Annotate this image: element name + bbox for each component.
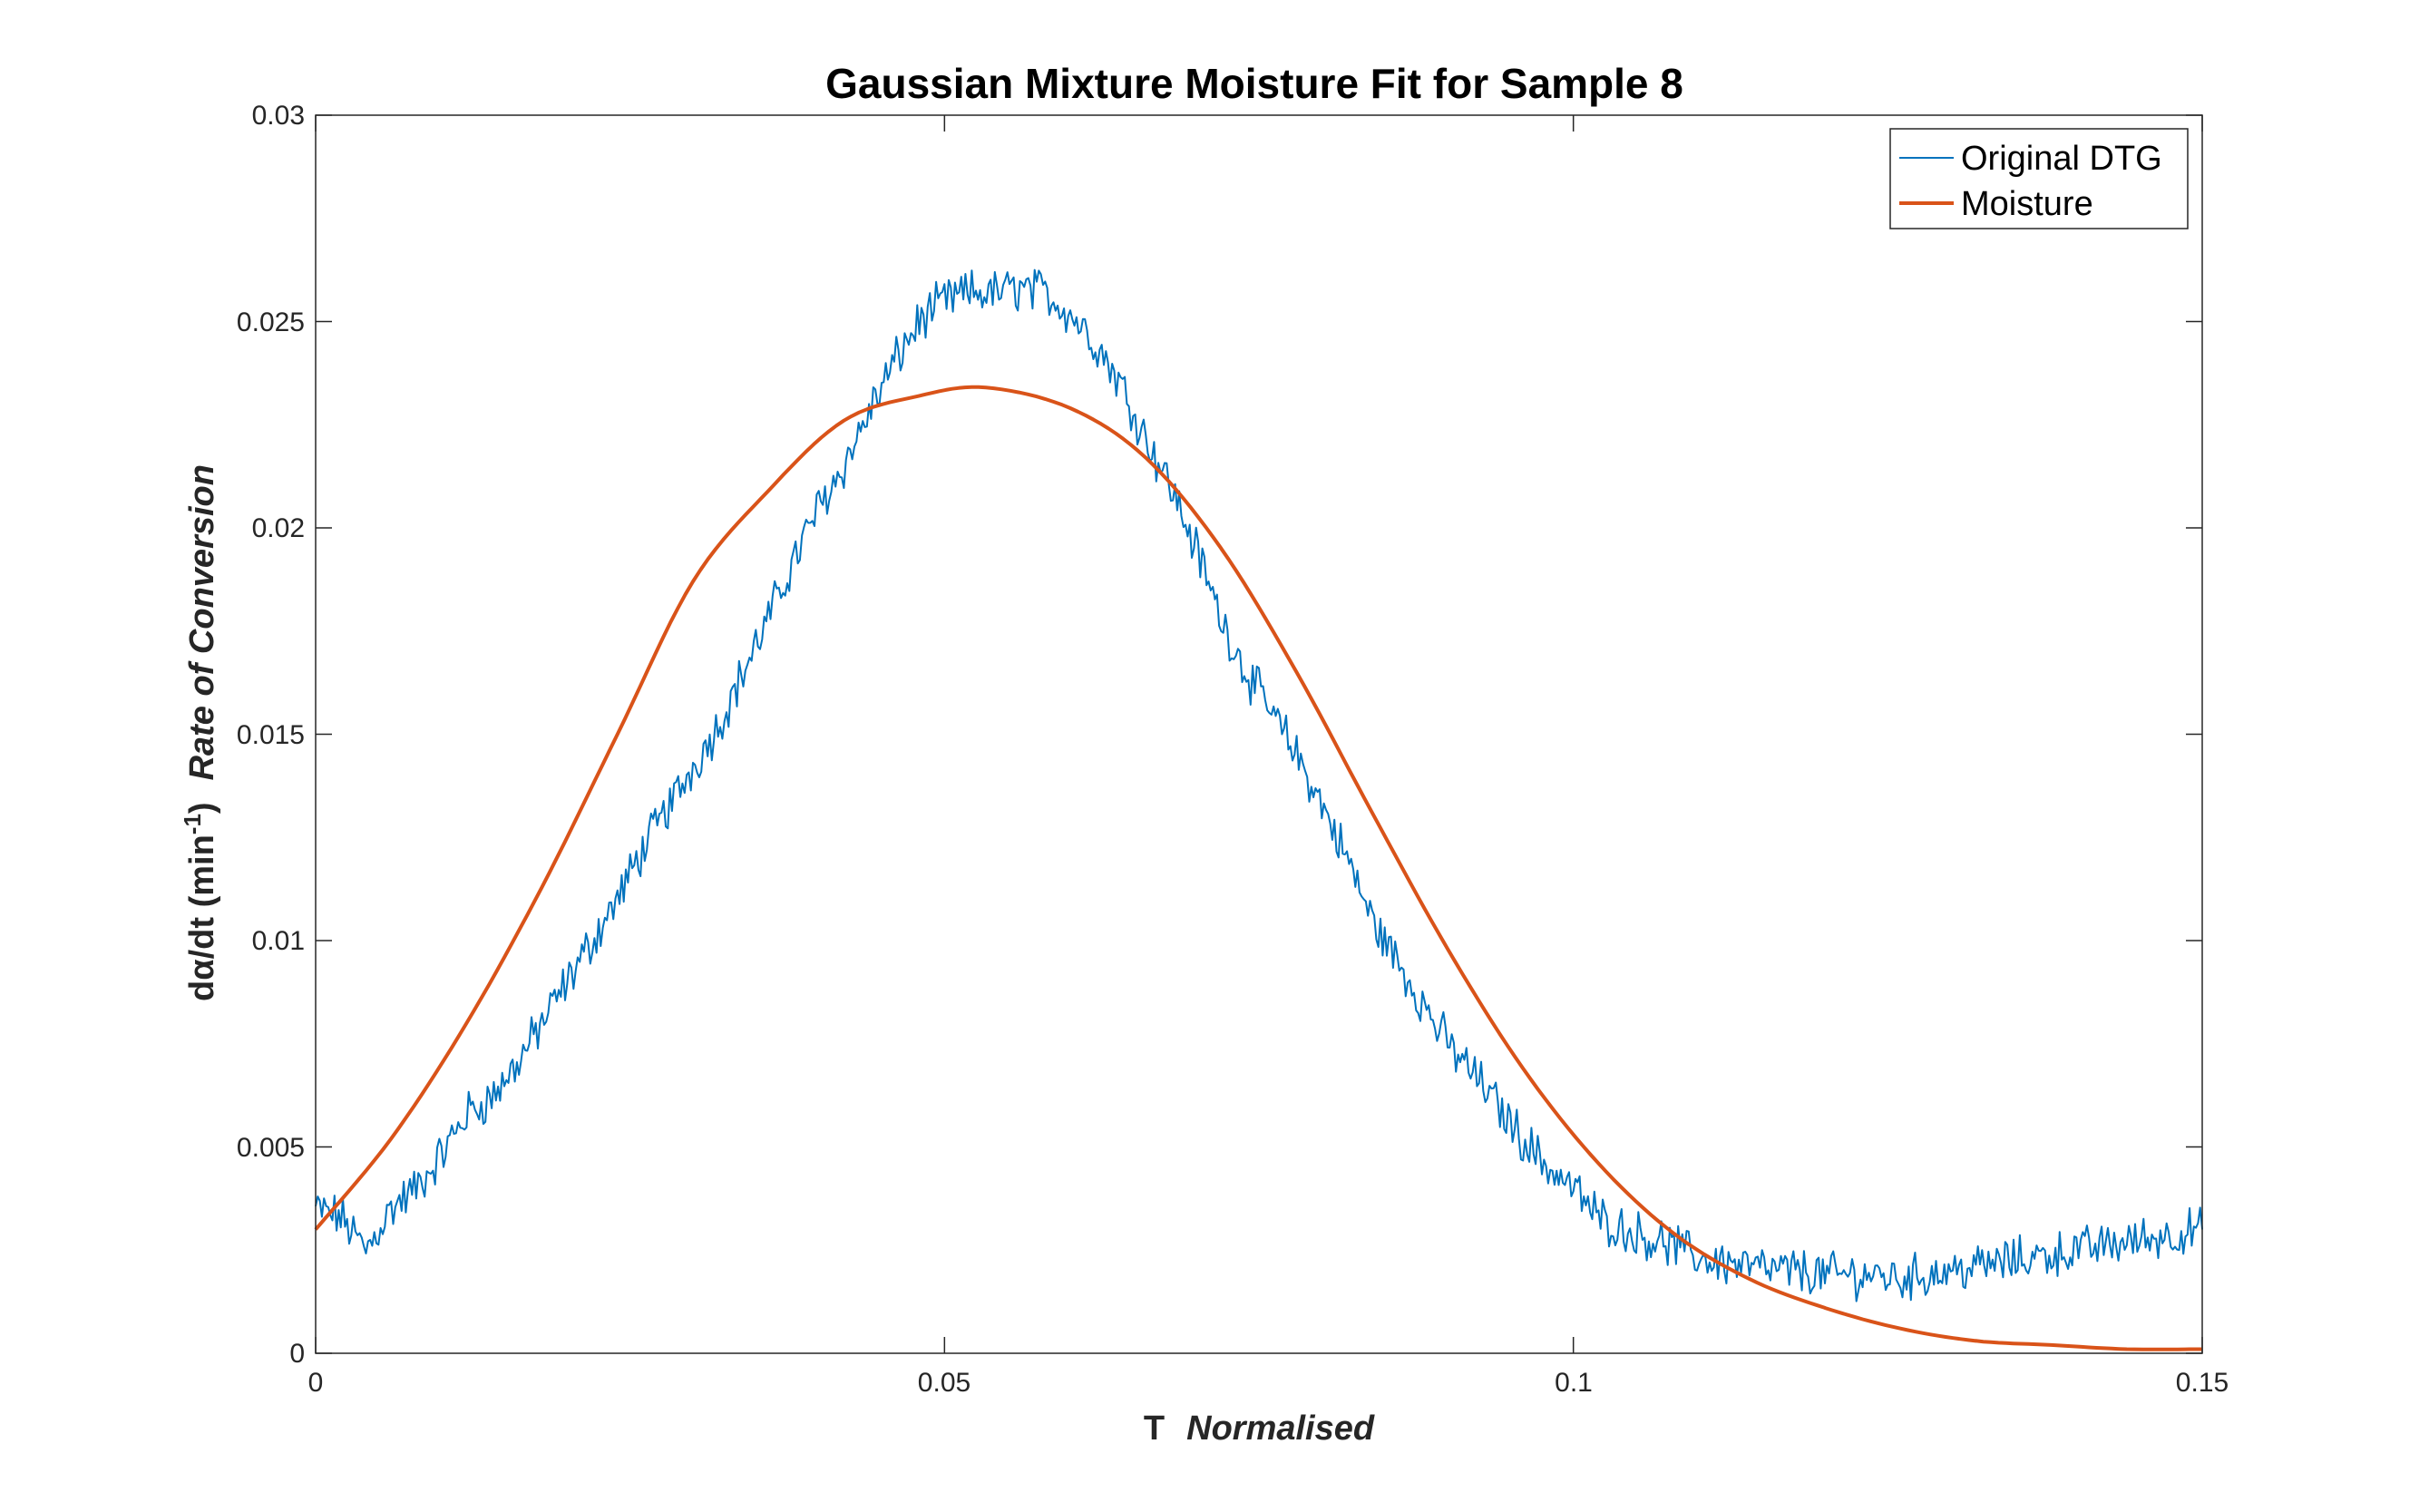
y-tick-label: 0.02 — [252, 513, 305, 543]
x-tick-label: 0.1 — [1555, 1368, 1593, 1398]
y-tick-labels: 0 0.005 0.01 0.015 0.02 0.025 0.03 — [237, 101, 305, 1369]
y-axis-label-suffix: ) — [183, 802, 221, 814]
series-line-moisture — [314, 385, 2202, 1351]
x-tick-labels: 0 0.05 0.1 0.15 — [308, 1368, 2229, 1398]
x-tick-label: 0 — [308, 1368, 324, 1398]
x-axis-label-emphasis: Normalised — [1186, 1410, 1375, 1448]
y-axis-label-prefix: dα/dt (min — [183, 834, 221, 1001]
axes-background — [316, 115, 2202, 1353]
plot-area — [314, 114, 2203, 1354]
y-tick-label: 0.03 — [252, 101, 305, 131]
x-tick-label: 0.15 — [2176, 1368, 2229, 1398]
y-tick-label: 0.015 — [237, 720, 305, 750]
axes-box — [315, 114, 2203, 1354]
chart-title: Gaussian Mixture Moisture Fit for Sample… — [825, 60, 1683, 107]
y-axis-label-superscript: -1 — [179, 814, 206, 834]
y-tick-label: 0 — [289, 1339, 305, 1369]
legend: Original DTG Moisture — [1889, 128, 2189, 229]
x-tick-label: 0.05 — [918, 1368, 971, 1398]
y-axis-label-emphasis: Rate of Conversion — [183, 464, 221, 780]
y-axis-label: dα/dt (min-1) Rate of Conversion — [179, 464, 221, 1001]
legend-label-original-dtg: Original DTG — [1961, 140, 2162, 178]
y-tick-label: 0.005 — [237, 1133, 305, 1163]
series-line-original-dtg — [315, 268, 2203, 1302]
x-axis-label: T Normalised — [1144, 1410, 1375, 1448]
y-tick-label: 0.025 — [237, 307, 305, 337]
legend-label-moisture: Moisture — [1961, 185, 2093, 223]
y-tick-label: 0.01 — [252, 926, 305, 956]
x-axis-label-prefix: T — [1144, 1410, 1165, 1448]
legend-box — [1889, 128, 2189, 229]
series-lines — [314, 268, 2203, 1351]
